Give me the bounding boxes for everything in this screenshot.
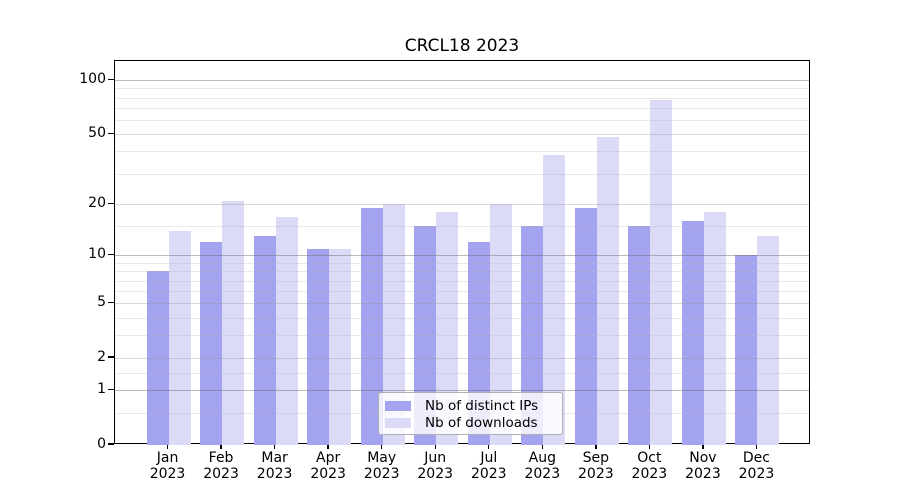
x-tick-mark-dec [755,444,758,449]
legend: Nb of distinct IPs Nb of downloads [378,392,563,435]
x-tick-month: Apr [316,450,341,466]
bar-downloads-dec [757,236,780,445]
x-tick-month: May [367,450,397,466]
x-tick-month: Jul [480,450,498,466]
bar-downloads-may [382,204,405,445]
bar-ips-jan [146,271,169,445]
legend-label-downloads: Nb of downloads [425,414,538,431]
y-tick-mark-100 [108,78,114,80]
x-tick-month: Nov [689,450,717,466]
x-tick-mark-nov [702,444,704,449]
y-tick-label-10: 10 [88,246,106,263]
x-tick-label-feb: Feb 2023 [189,450,253,482]
legend-swatch-distinct-ips [385,400,411,411]
bar-ips-feb [200,242,223,445]
x-tick-mark-jan [166,444,169,449]
x-tick-mark-aug [541,444,543,449]
y-tick-label-1: 1 [97,381,106,398]
legend-item-distinct-ips: Nb of distinct IPs [385,397,562,414]
x-tick-label-apr: Apr 2023 [296,450,360,482]
bar-ips-mar [253,236,276,445]
bar-ips-nov [681,221,704,445]
x-tick-year: 2023 [738,465,775,482]
x-tick-mark-may [381,444,383,449]
legend-label-distinct-ips: Nb of distinct IPs [425,397,539,414]
bar-ips-sep [574,208,597,445]
x-tick-mark-apr [327,444,329,449]
x-tick-year: 2023 [417,465,454,482]
y-tick-mark-50 [108,132,114,134]
x-tick-year: 2023 [470,465,507,482]
x-tick-mark-mar [273,444,276,449]
x-tick-year: 2023 [310,465,346,482]
bars-layer [115,61,809,445]
x-tick-year: 2023 [149,465,186,482]
y-tick-mark-5 [108,301,114,304]
x-tick-year: 2023 [578,465,614,482]
x-tick-month: Jan [156,450,179,466]
x-tick-label-may: May 2023 [350,450,414,482]
x-tick-mark-jun [434,444,436,449]
x-tick-label-oct: Oct 2023 [617,450,681,482]
x-tick-year: 2023 [256,465,293,482]
y-tick-label-20: 20 [88,195,106,212]
bar-ips-dec [735,255,758,445]
y-tick-mark-20 [108,202,114,205]
x-tick-month: Mar [261,450,288,466]
x-tick-year: 2023 [685,465,721,482]
y-tick-mark-0 [108,443,114,445]
x-tick-label-aug: Aug 2023 [510,450,574,482]
x-tick-mark-oct [648,444,651,449]
chart-title: CRCL18 2023 [404,36,520,56]
y-tick-label-2: 2 [97,349,106,366]
legend-swatch-downloads [385,417,411,428]
bar-ips-jun [414,225,437,445]
bar-downloads-apr [329,248,352,445]
y-tick-label-0: 0 [97,436,106,452]
x-tick-label-nov: Nov 2023 [671,450,735,482]
bar-downloads-nov [703,212,726,445]
y-tick-label-100: 100 [79,71,106,88]
bar-ips-oct [628,225,651,445]
x-tick-month: Oct [637,450,662,466]
bar-ips-may [360,208,383,445]
x-tick-label-jan: Jan 2023 [136,450,200,482]
bar-downloads-sep [596,137,619,445]
bar-downloads-aug [543,155,566,445]
x-tick-year: 2023 [203,465,239,482]
x-tick-mark-jul [488,444,490,449]
plot-area [114,60,810,445]
y-tick-label-50: 50 [88,125,106,142]
x-tick-month: Sep [582,450,610,466]
x-tick-label-mar: Mar 2023 [243,450,307,482]
x-tick-month: Feb [208,450,234,466]
y-tick-mark-2 [108,356,114,358]
bar-downloads-jan [168,230,191,445]
bar-downloads-jul [489,204,512,445]
x-tick-mark-sep [595,444,597,449]
x-tick-year: 2023 [524,465,561,482]
x-tick-month: Aug [528,450,556,466]
y-tick-mark-1 [108,388,114,390]
bar-downloads-mar [275,216,298,445]
x-tick-label-jun: Jun 2023 [403,450,467,482]
x-tick-label-dec: Dec 2023 [724,450,788,482]
bar-ips-aug [521,225,544,445]
y-tick-label-5: 5 [97,294,106,311]
bar-downloads-oct [650,99,673,445]
bar-downloads-feb [222,200,245,445]
legend-item-downloads: Nb of downloads [385,414,562,431]
x-tick-year: 2023 [631,465,668,482]
y-tick-mark-10 [108,253,114,256]
x-tick-label-jul: Jul 2023 [457,450,521,482]
bar-ips-apr [307,248,330,445]
x-tick-month: Dec [742,450,770,466]
bar-downloads-jun [436,212,459,445]
x-tick-year: 2023 [363,465,400,482]
x-tick-mark-feb [220,444,222,449]
x-tick-month: Jun [424,450,447,466]
x-tick-label-sep: Sep 2023 [564,450,628,482]
